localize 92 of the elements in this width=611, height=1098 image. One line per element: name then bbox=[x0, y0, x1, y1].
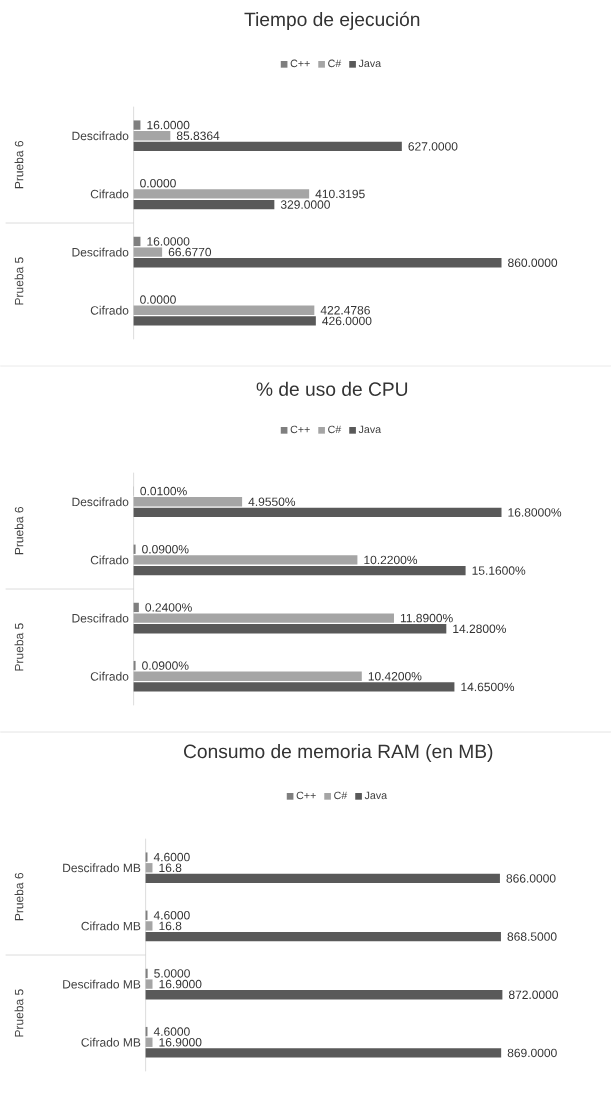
bar bbox=[145, 873, 500, 884]
bar bbox=[145, 1037, 153, 1047]
bar bbox=[133, 497, 243, 507]
bar bbox=[145, 979, 153, 989]
data-label: 4.9550% bbox=[248, 497, 295, 507]
data-label: 16.8 bbox=[159, 863, 182, 873]
data-label: 426.0000 bbox=[322, 316, 372, 326]
legend-label: Java bbox=[358, 59, 382, 68]
data-label: 11.8900% bbox=[400, 613, 453, 623]
text: Prueba 5 bbox=[14, 257, 24, 305]
bar bbox=[145, 921, 153, 931]
bar bbox=[133, 613, 394, 623]
data-label: 16.8000% bbox=[508, 508, 562, 517]
text: Prueba 5 bbox=[14, 989, 24, 1037]
data-label: 0.2400% bbox=[145, 603, 192, 612]
y-tick-label: Cifrado bbox=[90, 189, 129, 199]
data-label: 16.9000 bbox=[159, 1038, 202, 1047]
data-label: 4.6000 bbox=[153, 1027, 190, 1036]
legend-label: Java bbox=[364, 791, 388, 800]
data-label: 860.0000 bbox=[507, 258, 558, 268]
chart-title: Tiempo de ejecución bbox=[244, 11, 420, 30]
legend-label: C# bbox=[328, 425, 342, 434]
y-tick-label: Descifrado bbox=[72, 497, 129, 507]
bar bbox=[133, 189, 310, 199]
y-tick-label: Cifrado bbox=[90, 555, 129, 565]
data-label: 4.6000 bbox=[153, 852, 190, 862]
data-label: 869.0000 bbox=[507, 1048, 557, 1058]
chart-title: Consumo de memoria RAM (en MB) bbox=[183, 744, 493, 762]
y-tick-label: Descifrado bbox=[72, 613, 129, 623]
y-tick-label: Descifrado MB bbox=[63, 979, 141, 989]
bar bbox=[133, 671, 362, 681]
bar bbox=[133, 199, 275, 210]
data-label: 85.8364 bbox=[176, 131, 220, 141]
data-label: 0.0000 bbox=[140, 179, 176, 188]
y-tick-label: Cifrado bbox=[90, 671, 129, 681]
data-label: 5.0000 bbox=[154, 969, 190, 978]
data-label: 0.0900% bbox=[141, 545, 189, 554]
data-label: 422.4786 bbox=[320, 306, 370, 315]
legend-label: C# bbox=[334, 791, 348, 800]
chart-title: % de uso de CPU bbox=[256, 381, 407, 396]
data-label: 10.2200% bbox=[364, 555, 417, 565]
legend-label: C++ bbox=[290, 425, 310, 434]
bar bbox=[133, 131, 171, 141]
data-label: 16.0000 bbox=[147, 120, 190, 130]
data-label: 14.6500% bbox=[461, 682, 514, 692]
y-tick-label: Descifrado bbox=[72, 131, 129, 141]
data-label: 872.0000 bbox=[508, 990, 558, 1000]
bar bbox=[133, 141, 402, 152]
data-label: 868.5000 bbox=[507, 932, 557, 941]
data-label: 0.0000 bbox=[140, 295, 176, 304]
bar bbox=[133, 682, 455, 692]
data-label: 66.6770 bbox=[168, 247, 211, 257]
bar bbox=[145, 968, 148, 979]
legend-label: C++ bbox=[296, 791, 316, 800]
legend-label: C# bbox=[328, 59, 342, 68]
data-label: 16.8 bbox=[159, 921, 182, 931]
data-label: 15.1600% bbox=[472, 566, 526, 575]
text: Prueba 6 bbox=[14, 873, 24, 921]
text: Prueba 6 bbox=[14, 507, 24, 555]
text: Prueba 5 bbox=[14, 623, 24, 671]
y-tick-label: Cifrado MB bbox=[81, 1037, 141, 1047]
bar bbox=[133, 602, 139, 613]
data-label: 0.0100% bbox=[140, 486, 187, 496]
bar bbox=[133, 555, 358, 565]
data-label: 10.4200% bbox=[368, 672, 422, 681]
bar bbox=[133, 507, 502, 518]
bar bbox=[145, 931, 501, 942]
data-label: 329.0000 bbox=[280, 200, 330, 209]
data-label: 16.0000 bbox=[147, 237, 190, 246]
data-label: 14.2800% bbox=[453, 624, 506, 634]
data-label: 0.0900% bbox=[141, 661, 189, 670]
bar bbox=[133, 247, 163, 257]
text: Prueba 6 bbox=[14, 141, 24, 189]
data-label: 410.3195 bbox=[315, 189, 365, 199]
bar bbox=[145, 1048, 502, 1058]
bar bbox=[133, 258, 502, 268]
y-tick-label: Descifrado bbox=[72, 247, 129, 257]
legend-label: C++ bbox=[290, 59, 310, 68]
data-label: 627.0000 bbox=[408, 142, 458, 151]
bar bbox=[133, 624, 447, 634]
bar bbox=[133, 305, 315, 315]
y-tick-label: Cifrado MB bbox=[81, 921, 141, 931]
y-tick-label: Cifrado bbox=[90, 305, 129, 315]
data-label: 866.0000 bbox=[506, 874, 556, 883]
bar bbox=[133, 316, 316, 326]
legend-label: Java bbox=[358, 425, 382, 434]
bar bbox=[145, 990, 503, 1000]
bar bbox=[133, 565, 466, 576]
data-label: 4.6000 bbox=[153, 911, 190, 920]
data-label: 16.9000 bbox=[159, 979, 202, 989]
y-tick-label: Descifrado MB bbox=[63, 863, 141, 873]
bar bbox=[133, 120, 141, 130]
